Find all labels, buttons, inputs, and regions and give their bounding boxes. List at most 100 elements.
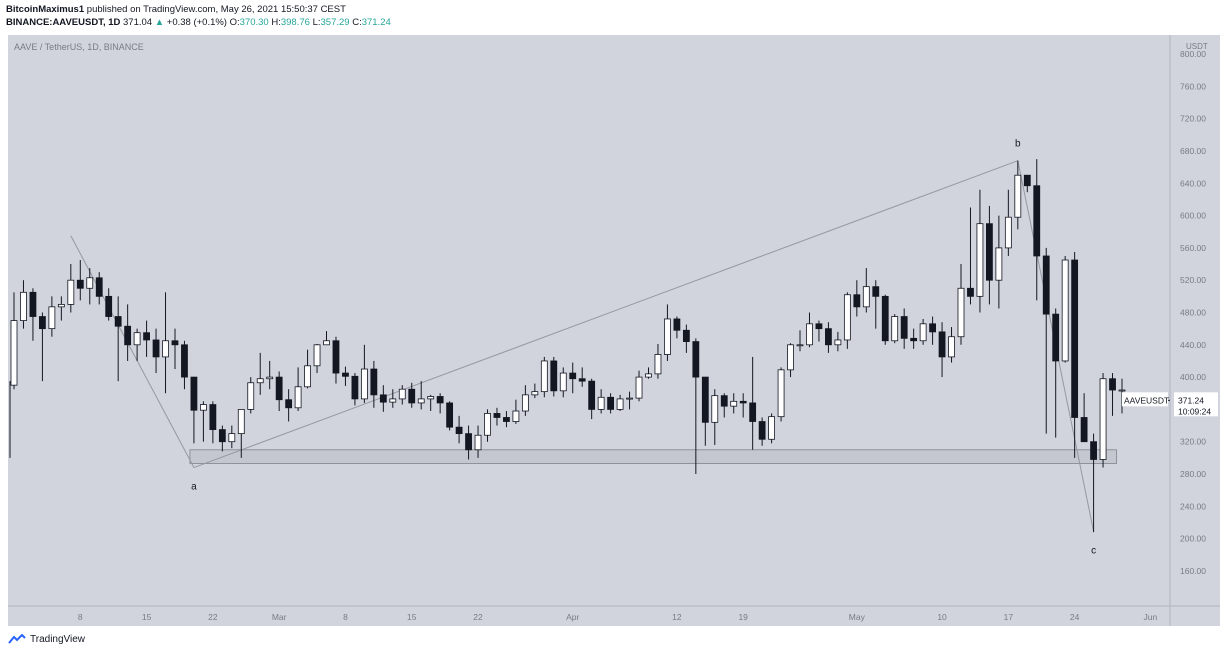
y-tick-label: 160.00 <box>1180 566 1206 576</box>
y-tick-label: 560.00 <box>1180 243 1206 253</box>
candle-down <box>1042 255 1050 315</box>
y-tick-label: 680.00 <box>1180 146 1206 156</box>
candle-up <box>1118 389 1126 392</box>
candle-down <box>682 329 690 342</box>
candle-up <box>531 391 539 396</box>
candle-down <box>351 375 359 400</box>
y-tick-label: 720.00 <box>1180 114 1206 124</box>
candle-up <box>512 410 520 422</box>
candle-down <box>1090 441 1097 460</box>
candle-down <box>152 339 160 358</box>
footer-brand[interactable]: TradingView <box>30 634 86 645</box>
y-tick-label: 240.00 <box>1180 501 1206 511</box>
candle-down <box>569 372 577 380</box>
candle-down <box>739 400 747 404</box>
candle-down <box>881 295 889 342</box>
ohlc-line: BINANCE:AAVEUSDT, 1D 371.04 ▲ +0.38 (+0.… <box>6 16 391 29</box>
candle-up <box>1014 174 1022 218</box>
candle-down <box>1033 185 1041 257</box>
candle-up <box>10 320 18 386</box>
candle-down <box>938 331 946 358</box>
candle-up <box>730 400 738 407</box>
last-price-symbol: AAVEUSDT <box>1124 395 1169 405</box>
candle-down <box>701 376 709 423</box>
candle-down <box>285 399 293 409</box>
author-name[interactable]: BitcoinMaximus1 <box>6 4 85 15</box>
x-tick-label: 22 <box>208 612 218 622</box>
candle-down <box>550 360 558 392</box>
publish-info: published on TradingView.com, May 26, 20… <box>86 4 346 15</box>
candle-up <box>199 404 207 411</box>
candle-down <box>758 421 766 440</box>
publish-line: BitcoinMaximus1 published on TradingView… <box>6 3 391 16</box>
candle-up <box>247 382 255 410</box>
x-tick-label: 10 <box>937 612 947 622</box>
candle-down <box>436 396 444 404</box>
y-tick-label: 640.00 <box>1180 178 1206 188</box>
candle-up <box>521 394 529 412</box>
candle-up <box>919 323 927 342</box>
candle-up <box>417 398 425 404</box>
candle-down <box>588 380 596 410</box>
x-tick-label: 15 <box>142 612 152 622</box>
candle-down <box>370 368 378 396</box>
candle-down <box>39 316 46 330</box>
candle-up <box>796 344 804 347</box>
x-tick-label: Mar <box>272 612 287 622</box>
candle-up <box>1004 216 1012 249</box>
candle-down <box>455 426 463 435</box>
chart-header: BitcoinMaximus1 published on TradingView… <box>6 3 391 29</box>
candle-down <box>105 295 113 317</box>
low-value: 357.29 <box>320 17 350 28</box>
y-tick-label: 280.00 <box>1180 469 1206 479</box>
candle-down <box>342 372 349 377</box>
candle-up <box>162 340 169 358</box>
wave-label-c: c <box>1091 545 1096 556</box>
candle-down <box>332 340 340 374</box>
x-tick-label: Apr <box>566 612 579 622</box>
candle-down <box>1023 174 1031 187</box>
candle-down <box>1071 259 1079 418</box>
candle-up <box>86 277 94 289</box>
candle-down <box>408 388 416 404</box>
candle-down <box>379 394 387 403</box>
x-tick-label: 19 <box>738 612 748 622</box>
candle-down <box>749 402 757 422</box>
x-tick-label: 12 <box>672 612 682 622</box>
price-change: +0.38 (+0.1%) <box>166 17 227 28</box>
candle-down <box>900 316 908 339</box>
candle-down <box>578 378 586 382</box>
candle-down <box>1109 378 1116 391</box>
tradingview-logo-icon <box>8 634 26 644</box>
candle-up <box>976 223 984 297</box>
candle-down <box>209 404 217 430</box>
chart-title: AAVE / TetherUS, 1D, BINANCE <box>14 42 144 52</box>
candle-down <box>95 277 103 297</box>
last-price-countdown: 10:09:24 <box>1178 406 1211 416</box>
candle-up <box>237 408 245 435</box>
last-price-value: 371.24 <box>1178 395 1204 405</box>
candle-up <box>654 354 662 375</box>
candle-down <box>181 344 188 378</box>
candle-down <box>76 279 84 289</box>
x-tick-label: 17 <box>1004 612 1014 622</box>
candle-up <box>768 416 775 440</box>
low-label: L: <box>312 17 321 28</box>
candle-up <box>1061 259 1069 362</box>
y-tick-label: 800.00 <box>1180 49 1206 59</box>
chart-background <box>8 35 1220 626</box>
up-arrow-icon: ▲ <box>154 17 165 28</box>
candle-down <box>493 413 501 418</box>
wave-label-b: b <box>1015 139 1021 150</box>
candle-up <box>834 339 842 346</box>
candle-down <box>446 402 454 428</box>
candle-down <box>692 341 700 378</box>
candle-down <box>503 417 510 422</box>
high-value: 398.76 <box>280 17 310 28</box>
candle-up <box>948 336 955 358</box>
candle-down <box>465 433 472 451</box>
last-price: 371.04 <box>123 17 153 28</box>
candle-down <box>190 376 198 411</box>
candle-down <box>114 316 122 327</box>
